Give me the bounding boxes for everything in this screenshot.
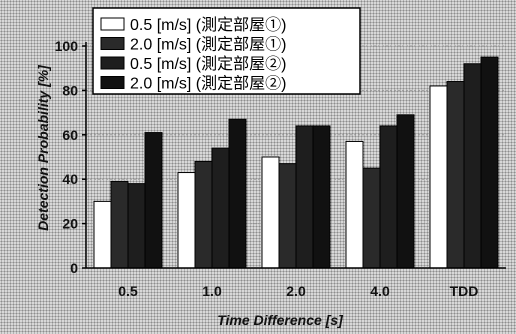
legend-label-2: 2.0 [m/s] (測定部屋①) xyxy=(130,36,286,54)
bar-s1-c3 xyxy=(261,156,280,269)
bar-s2-c3 xyxy=(278,163,297,269)
y-tick-label: 80 xyxy=(62,82,78,98)
legend-label-4: 2.0 [m/s] (測定部屋②) xyxy=(130,75,286,93)
x-tick-label: TDD xyxy=(450,283,479,299)
x-tick-label: 4.0 xyxy=(370,283,390,299)
bar-s1-c2 xyxy=(177,172,196,269)
legend: 0.5 [m/s] (測定部屋①) 2.0 [m/s] (測定部屋①)0.5 [m… xyxy=(92,7,361,95)
y-tick-label: 100 xyxy=(55,38,79,54)
legend-swatch-3 xyxy=(100,56,125,70)
axes: 0 20 40 60 80 100 0.5 1.0 2.0 4.0 TDD xyxy=(55,38,506,299)
bar-s3-c4 xyxy=(379,125,398,269)
y-tick-label: 20 xyxy=(62,216,78,232)
bar-s2-c1 xyxy=(110,180,129,269)
bar-s2-c5 xyxy=(446,81,465,269)
legend-label-1: 0.5 [m/s] (測定部屋①) xyxy=(130,16,286,34)
bar-s4-c1 xyxy=(144,132,163,269)
bar-s4-c3 xyxy=(312,125,331,269)
legend-swatch-1 xyxy=(100,17,125,31)
y-axis-title: Detection Probability [%] xyxy=(35,64,51,231)
bar-s1-c1 xyxy=(93,200,112,269)
bar-s3-c2 xyxy=(211,147,230,269)
bar-s4-c4 xyxy=(396,114,415,269)
legend-swatch-4 xyxy=(100,76,125,89)
x-tick-label: 2.0 xyxy=(286,283,306,299)
x-tick-label: 1.0 xyxy=(202,283,222,299)
x-axis-title: Time Difference [s] xyxy=(217,312,344,328)
bar-s2-c4 xyxy=(362,167,381,269)
bar-s3-c5 xyxy=(463,63,482,269)
bar-s3-c1 xyxy=(127,183,146,269)
legend-box xyxy=(92,7,361,95)
x-tick-label: 0.5 xyxy=(118,283,138,299)
bar-s4-c5 xyxy=(480,56,499,269)
bar-s1-c4 xyxy=(345,140,364,269)
bar-s3-c3 xyxy=(295,125,314,269)
y-tick-label: 60 xyxy=(62,127,78,143)
y-tick-label: 40 xyxy=(62,171,78,187)
bar-s2-c2 xyxy=(194,160,213,269)
bar-s4-c2 xyxy=(228,118,247,269)
y-tick-label: 0 xyxy=(70,260,78,276)
legend-label-3: 0.5 [m/s] (測定部屋②) xyxy=(130,55,286,73)
legend-swatch-2 xyxy=(100,37,125,50)
bar-s1-c5 xyxy=(429,85,448,269)
